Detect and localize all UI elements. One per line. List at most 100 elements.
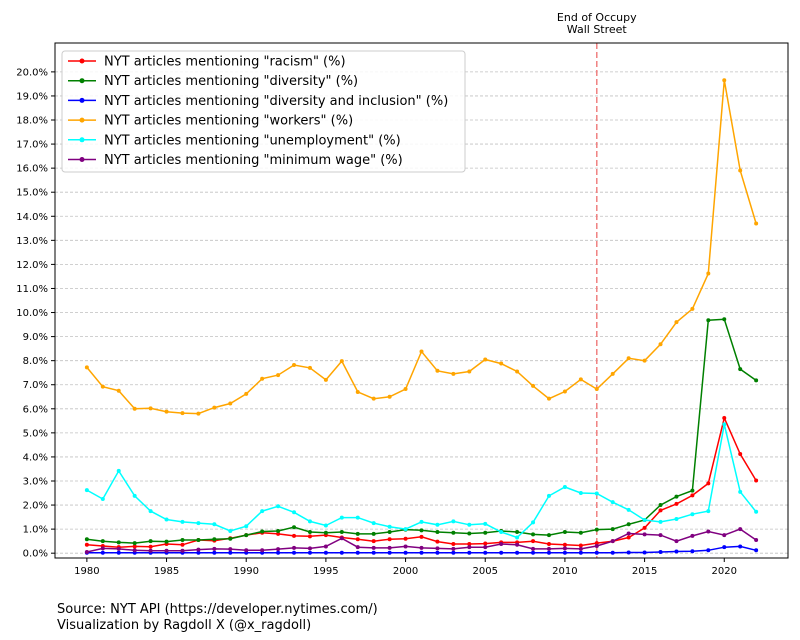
y-tick-label: 2.0% (23, 501, 48, 512)
data-point (642, 517, 647, 522)
data-point (435, 530, 440, 535)
x-tick-label: 1990 (233, 566, 258, 577)
data-point (578, 546, 583, 551)
data-point (307, 546, 312, 551)
data-point (371, 550, 376, 555)
data-point (148, 544, 153, 549)
y-tick-label: 12.0% (16, 260, 48, 271)
data-point (499, 542, 504, 547)
data-point (419, 545, 424, 550)
data-point (116, 388, 121, 393)
data-point (100, 539, 105, 544)
data-point (228, 529, 233, 534)
credit-note: Visualization by Ragdoll X (@x_ragdoll) (57, 618, 312, 633)
data-point (594, 387, 599, 392)
annotation-text: End of Occupy (557, 11, 637, 24)
data-point (674, 549, 679, 554)
data-point (132, 544, 137, 549)
data-point (403, 387, 408, 392)
series-layer (84, 78, 759, 555)
data-point (132, 406, 137, 411)
data-point (674, 517, 679, 522)
data-point (562, 550, 567, 555)
data-point (451, 530, 456, 535)
data-point (610, 371, 615, 376)
data-point (355, 531, 360, 536)
data-point (674, 494, 679, 499)
legend-label: NYT articles mentioning "diversity" (%) (104, 74, 358, 89)
data-point (562, 542, 567, 547)
series (84, 544, 759, 555)
data-point (738, 489, 743, 494)
y-tick-label: 6.0% (23, 404, 48, 415)
data-point (403, 536, 408, 541)
data-point (626, 535, 631, 540)
data-point (499, 361, 504, 366)
legend-item: NYT articles mentioning "diversity and i… (68, 94, 448, 109)
data-point (722, 415, 727, 420)
x-tick-label: 2010 (552, 566, 577, 577)
data-point (738, 367, 743, 372)
data-point (738, 168, 743, 173)
data-point (531, 532, 536, 537)
data-point (196, 550, 201, 555)
data-point (339, 536, 344, 541)
data-point (260, 529, 265, 534)
legend-box (61, 50, 466, 173)
data-point (483, 541, 488, 546)
data-point (339, 359, 344, 364)
data-point (722, 78, 727, 83)
x-tick-label: 1985 (154, 566, 179, 577)
data-point (164, 539, 169, 544)
legend-item: NYT articles mentioning "unemployment" (… (68, 133, 401, 148)
y-tick-label: 7.0% (23, 380, 48, 391)
data-point (706, 271, 711, 276)
data-point (722, 317, 727, 322)
data-point (84, 549, 89, 554)
data-point (323, 523, 328, 528)
data-point (387, 537, 392, 542)
data-point (435, 550, 440, 555)
data-point (228, 536, 233, 541)
data-point (260, 376, 265, 381)
data-point (658, 519, 663, 524)
series-line (86, 415, 757, 548)
data-point (594, 543, 599, 548)
data-point (578, 491, 583, 496)
data-point (212, 522, 217, 527)
data-point (531, 383, 536, 388)
data-point (116, 468, 121, 473)
data-point (292, 510, 297, 515)
data-point (100, 497, 105, 502)
data-point (132, 493, 137, 498)
data-point (228, 550, 233, 555)
series (84, 78, 759, 416)
data-point (467, 369, 472, 374)
data-point (339, 530, 344, 535)
data-point (100, 550, 105, 555)
data-point (578, 543, 583, 548)
data-point (483, 545, 488, 550)
data-point (467, 542, 472, 547)
data-point (754, 378, 759, 383)
data-point (690, 512, 695, 517)
data-point (339, 550, 344, 555)
data-point (483, 521, 488, 526)
data-point (180, 542, 185, 547)
series (84, 527, 759, 554)
data-point (148, 406, 153, 411)
data-point (339, 515, 344, 520)
data-point (706, 481, 711, 486)
data-point (435, 368, 440, 373)
data-point (754, 221, 759, 226)
data-point (196, 537, 201, 542)
data-point (658, 342, 663, 347)
data-point (260, 509, 265, 514)
data-point (435, 522, 440, 527)
data-point (292, 550, 297, 555)
data-point (451, 542, 456, 547)
data-point (626, 507, 631, 512)
data-point (626, 522, 631, 527)
data-point (244, 548, 249, 553)
data-point (578, 377, 583, 382)
